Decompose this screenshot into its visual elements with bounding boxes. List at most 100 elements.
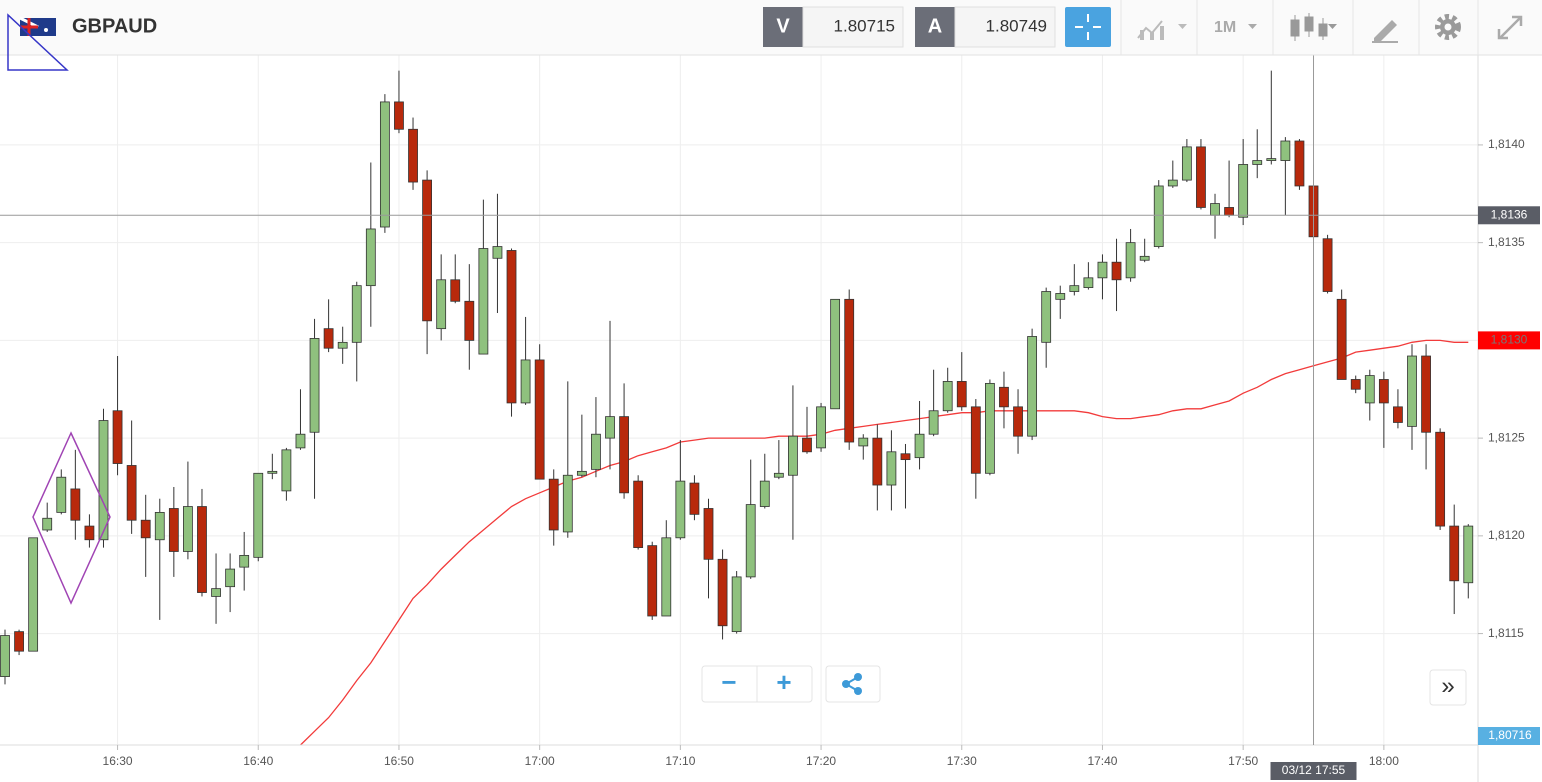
candle-body [591, 433, 601, 470]
x-tick-label: 17:10 [665, 754, 695, 768]
candle-body [14, 631, 24, 652]
crosshair-x-label: 03/12 17:55 [1282, 763, 1346, 777]
toolbar-separators [1120, 0, 1479, 55]
candle-body [605, 416, 615, 439]
ma-badge-label: 1,8130 [1491, 333, 1528, 347]
candle-body [281, 449, 292, 492]
candle-body [1055, 293, 1066, 300]
ask-box [954, 6, 1056, 48]
candle-body [745, 504, 756, 578]
candle-body [1027, 336, 1038, 437]
x-axis-panel [0, 745, 1478, 782]
crosshair-y-label: 1,8136 [1491, 207, 1528, 221]
candle-body [506, 250, 517, 404]
candle-body [0, 635, 10, 677]
plot-area: 1,8115 1,8120 1,8125 1,8130 1,8135 1,8140 16:3… [0, 55, 1542, 782]
candle-body [337, 341, 348, 349]
candle-body [1224, 207, 1234, 216]
candle-body [239, 554, 250, 568]
y-axis-panel [1478, 55, 1542, 782]
bid-button[interactable] [763, 7, 803, 47]
candle-body [802, 437, 812, 453]
candle-body [98, 420, 109, 541]
candle-body [351, 285, 362, 343]
candle-body [576, 470, 587, 476]
candle-body [970, 406, 981, 474]
scroll-right[interactable]: » [1441, 672, 1454, 699]
candle-body [1322, 238, 1333, 292]
timeframe: 1M [1214, 19, 1236, 36]
candle-body [1069, 285, 1080, 292]
candle-body [872, 437, 883, 486]
candle-body [844, 298, 855, 443]
indicator-button[interactable] [1137, 20, 1187, 40]
x-tick-label: 17:50 [1228, 754, 1258, 768]
candle-body [647, 545, 658, 617]
zoom-controls: − + [701, 665, 813, 703]
candle-body [703, 508, 714, 560]
candle-body [323, 328, 334, 349]
candle-body [886, 451, 897, 486]
bid-label: V [776, 15, 790, 37]
candle-body [999, 386, 1009, 408]
x-tick-label: 17:30 [947, 754, 977, 768]
settings-button[interactable] [1435, 14, 1461, 40]
zoom-in[interactable]: + [776, 667, 791, 697]
candle-body [1280, 140, 1291, 161]
candle-body [1252, 160, 1263, 165]
chart-type-button[interactable] [1290, 13, 1337, 41]
candle-body [211, 588, 221, 597]
ask-button[interactable] [915, 7, 955, 47]
candle-body [1449, 525, 1460, 582]
candle-body [295, 433, 306, 449]
diamond-annotation [32, 431, 111, 605]
candle-body [548, 478, 559, 531]
candle-body [1336, 298, 1347, 380]
candle-body [675, 480, 686, 539]
fullscreen-button[interactable] [1497, 15, 1523, 40]
share-button[interactable] [825, 665, 881, 703]
x-tick-label: 16:40 [243, 754, 273, 768]
ask-price: 1.80749 [986, 16, 1047, 35]
candle-body [1407, 355, 1417, 427]
candle-body [492, 246, 503, 259]
candle-body [1167, 179, 1178, 187]
candle-body [154, 511, 165, 541]
candle-body [56, 476, 67, 513]
candle-body [450, 279, 461, 302]
candle-body [1266, 158, 1277, 161]
candle-body [1238, 164, 1249, 218]
x-tick-label: 17:20 [806, 754, 836, 768]
candle-body [112, 410, 123, 464]
triangle-annotation-line [7, 14, 68, 71]
drawing-button[interactable] [1372, 20, 1398, 43]
candle-body [1463, 525, 1474, 584]
candle-body [1083, 277, 1094, 289]
candle-body [1125, 242, 1136, 279]
candle-body [225, 568, 236, 588]
candle-body [1181, 146, 1192, 181]
candle-body [1294, 140, 1305, 187]
candle-body [70, 488, 81, 521]
zoom-out[interactable]: − [721, 667, 736, 697]
candle-body [717, 558, 728, 627]
candle-body [942, 381, 953, 412]
x-tick-label: 16:30 [103, 754, 133, 768]
bid-badge [1478, 727, 1540, 745]
candle-body [309, 338, 320, 433]
candle-body [985, 382, 995, 474]
candle-body [365, 228, 376, 287]
candle-body [759, 480, 770, 507]
flag-icon [19, 16, 56, 36]
candle-body [788, 435, 798, 476]
y-tick-label: 1,8135 [1488, 235, 1525, 249]
candle-body [253, 472, 264, 558]
bid-price: 1.80715 [834, 16, 895, 35]
crosshair-button[interactable] [1065, 7, 1111, 47]
candle-body [408, 128, 418, 183]
candle-body [914, 433, 925, 459]
timeframe-button[interactable]: 1M [1214, 19, 1257, 36]
candle-body [197, 506, 207, 593]
candle-body [1393, 406, 1403, 423]
